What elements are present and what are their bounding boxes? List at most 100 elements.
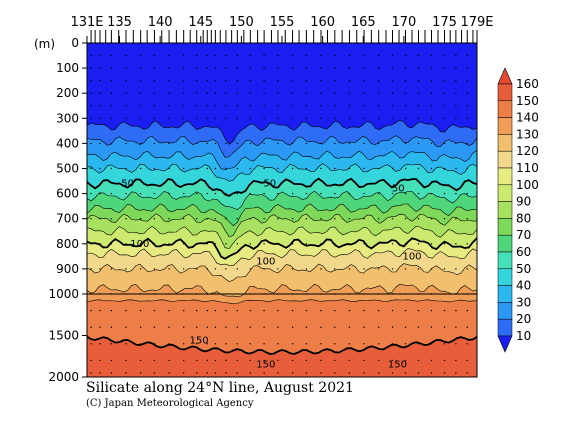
sample-dot	[430, 117, 433, 120]
sample-dot	[214, 192, 217, 195]
sample-dot	[249, 54, 251, 57]
sample-dot	[363, 372, 365, 374]
depth-tick-label: 0	[71, 36, 79, 50]
sample-dot	[196, 105, 198, 107]
colorbar-swatch	[497, 302, 513, 320]
sample-dot	[404, 359, 407, 362]
sample-dot	[236, 192, 238, 195]
sample-dot	[206, 142, 208, 145]
sample-dot	[378, 142, 380, 145]
sample-dot	[277, 343, 279, 345]
sample-dot	[378, 309, 380, 312]
colorbar-swatch	[497, 150, 513, 169]
sample-dot	[139, 117, 142, 120]
sample-dot	[125, 192, 127, 195]
sample-dot	[263, 80, 265, 82]
contour-label: 150	[256, 360, 275, 371]
sample-dot	[125, 218, 127, 220]
sample-dot	[206, 218, 208, 220]
sample-dot	[110, 243, 113, 245]
sample-dot	[417, 67, 420, 69]
sample-dot	[90, 192, 92, 195]
contour-70	[87, 203, 477, 227]
sample-dot	[277, 167, 279, 170]
sample-dot	[153, 218, 156, 220]
sample-dot	[99, 243, 101, 245]
sample-dot	[225, 218, 227, 220]
sample-dot	[206, 359, 208, 362]
colorbar-swatch	[497, 218, 513, 236]
sample-dot	[125, 309, 127, 312]
sample-dot	[225, 67, 227, 69]
sample-dot	[153, 142, 156, 145]
sample-dot	[153, 192, 156, 195]
sample-dot	[125, 167, 127, 170]
sample-dot	[206, 167, 208, 170]
colorbar-swatch	[497, 234, 513, 253]
sample-dot	[206, 309, 208, 312]
sample-dot	[225, 105, 227, 107]
sample-dot	[466, 218, 468, 220]
sample-dot	[320, 192, 322, 195]
sample-dot	[277, 105, 279, 107]
sample-dot	[214, 309, 217, 312]
sample-dot	[320, 54, 322, 57]
sample-dot	[348, 372, 351, 374]
sample-dot	[90, 92, 92, 94]
sample-dot	[334, 326, 336, 328]
colorbar-label: 60	[516, 245, 531, 259]
sample-dot	[378, 117, 380, 120]
depth-tick-label: 900	[56, 262, 79, 276]
sample-dot	[110, 192, 113, 195]
sample-dot	[139, 192, 142, 195]
contour-110	[87, 248, 477, 267]
colorbar-swatch	[497, 268, 513, 286]
lon-tick-label: 170	[391, 15, 416, 30]
sample-dot	[196, 167, 198, 170]
sample-dot	[378, 372, 380, 374]
sample-dot	[305, 218, 308, 220]
sample-dot	[378, 92, 380, 94]
sample-dot	[263, 218, 265, 220]
sample-dot	[455, 54, 457, 57]
sample-dot	[99, 142, 101, 145]
sample-dot	[277, 92, 279, 94]
sample-dot	[363, 326, 365, 328]
sample-dot	[417, 268, 420, 270]
sample-dot	[334, 54, 336, 57]
sample-dot	[196, 54, 198, 57]
sample-dot	[417, 105, 420, 107]
depth-tick-label: 1500	[48, 329, 79, 343]
sample-dot	[125, 142, 127, 145]
sample-dot	[320, 326, 322, 328]
sample-dot	[236, 142, 238, 145]
sample-dot	[183, 243, 185, 245]
sample-dot	[430, 343, 433, 345]
sample-dot	[125, 67, 127, 69]
sample-dot	[391, 268, 394, 270]
sample-dot	[139, 218, 142, 220]
sample-dot	[139, 326, 142, 328]
sample-dot	[153, 67, 156, 69]
colorbar-label: 150	[516, 94, 539, 108]
colorbar-label: 70	[516, 228, 531, 242]
sample-dot	[430, 243, 433, 245]
colorbar-label: 80	[516, 211, 531, 225]
sample-dot	[263, 359, 265, 362]
contour-30	[87, 150, 477, 170]
sample-dot	[206, 92, 208, 94]
sample-dot	[417, 54, 420, 57]
sample-dot	[348, 309, 351, 312]
contour-140	[87, 299, 477, 305]
sample-dot	[455, 268, 457, 270]
sample-dot	[196, 372, 198, 374]
sample-dot	[277, 192, 279, 195]
sample-dot	[139, 343, 142, 345]
sample-dot	[443, 309, 446, 312]
sample-dot	[125, 54, 127, 57]
sample-dot	[214, 80, 217, 82]
sample-dot	[430, 372, 433, 374]
sample-dot	[90, 80, 92, 82]
sample-dot	[291, 309, 294, 312]
sample-dot	[183, 268, 185, 270]
